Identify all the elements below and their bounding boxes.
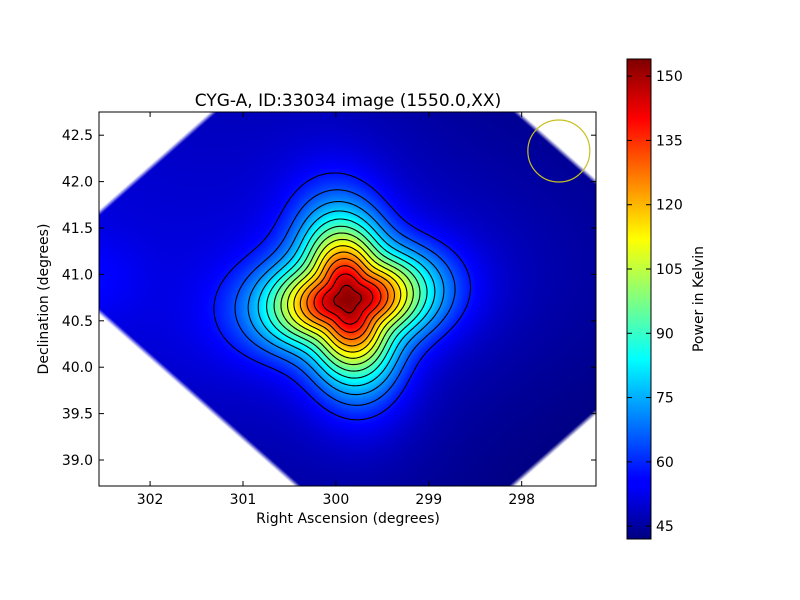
plot-area [98, 111, 597, 487]
y-axis-label: Declination (degrees) [36, 224, 52, 375]
colorbar-tick-label: 60 [656, 455, 674, 471]
plot-frame [98, 111, 597, 487]
beam-circle [527, 119, 591, 183]
x-tick-label: 300 [323, 492, 350, 508]
contour-line [333, 284, 363, 314]
contour-line [299, 251, 396, 347]
contour-line [234, 189, 456, 406]
x-axis-ticks: 302 301 300 299 298 [137, 112, 535, 508]
contour-line [247, 200, 445, 396]
contour-line [293, 245, 402, 353]
contour-line [266, 218, 428, 379]
colorbar-tick-label: 120 [656, 198, 683, 214]
y-tick-label: 40.0 [62, 360, 93, 376]
contour-line [273, 225, 421, 372]
x-tick-label: 298 [508, 492, 535, 508]
contour-lines [213, 172, 472, 421]
chart-title: CYG-A, ID:33034 image (1550.0,XX) [195, 91, 501, 111]
colorbar-ticks: 45 60 75 90 105 120 135 150 [627, 69, 683, 535]
y-tick-label: 41.5 [62, 221, 93, 237]
contour-line [306, 258, 389, 340]
contour-line [213, 172, 472, 421]
colorbar-tick-label: 105 [656, 262, 683, 278]
contour-line [257, 210, 436, 387]
colorbar-tick-label: 90 [656, 326, 674, 342]
x-tick-label: 301 [230, 492, 257, 508]
y-tick-label: 40.5 [62, 314, 93, 330]
colorbar-tick-label: 75 [656, 391, 674, 407]
x-tick-label: 302 [137, 492, 164, 508]
colorbar-tick-label: 150 [656, 69, 683, 85]
contour-line [280, 232, 414, 366]
contour-line [313, 265, 382, 333]
colorbar-tick-label: 135 [656, 133, 683, 149]
colorbar-label: Power in Kelvin [691, 246, 707, 352]
colorbar-tick-label: 45 [656, 519, 674, 535]
colorbar-gradient [627, 59, 651, 539]
colorbar: 45 60 75 90 105 120 135 150 Power in Kelvin [626, 58, 707, 540]
y-tick-label: 41.0 [62, 267, 93, 283]
y-tick-label: 39.0 [62, 453, 93, 469]
colorbar-frame [626, 58, 652, 540]
heatmap-image [99, 112, 596, 486]
y-tick-label: 39.5 [62, 407, 93, 423]
y-tick-label: 42.5 [62, 128, 93, 144]
contour-line [286, 238, 408, 359]
y-tick-label: 42.0 [62, 175, 93, 191]
contour-line [321, 273, 374, 325]
x-tick-label: 299 [415, 492, 442, 508]
x-axis-label: Right Ascension (degrees) [256, 511, 440, 527]
y-axis-ticks: 39.0 39.5 40.0 40.5 41.0 41.5 42.0 42.5 [62, 128, 596, 469]
